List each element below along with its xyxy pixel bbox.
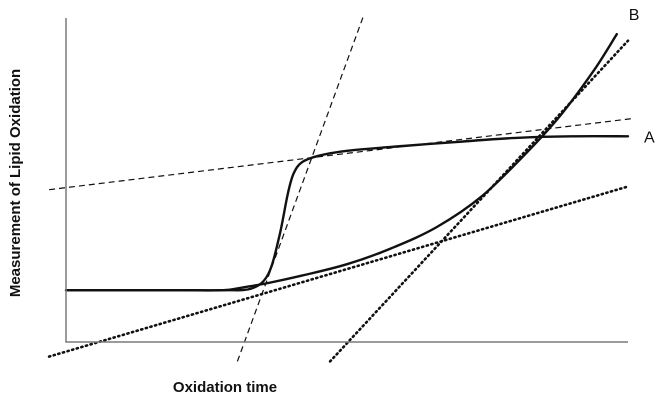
y-axis-label: Measurement of Lipid Oxidation [7,69,24,297]
labels: AB [629,7,655,146]
dotted-guide-line-3 [47,185,630,358]
tangent-guides [47,14,634,363]
x-axis-label: Oxidation time [173,379,277,396]
dashed-guide-line-1 [49,117,634,191]
dotted-guide-line-4 [328,39,630,363]
curve-b [64,33,618,292]
axes [65,18,628,343]
curves [64,33,630,292]
curve-label-a: A [644,129,655,146]
curve-label-b: B [629,7,640,24]
dashed-guide-line-2 [236,14,365,362]
curve-a [64,134,630,292]
